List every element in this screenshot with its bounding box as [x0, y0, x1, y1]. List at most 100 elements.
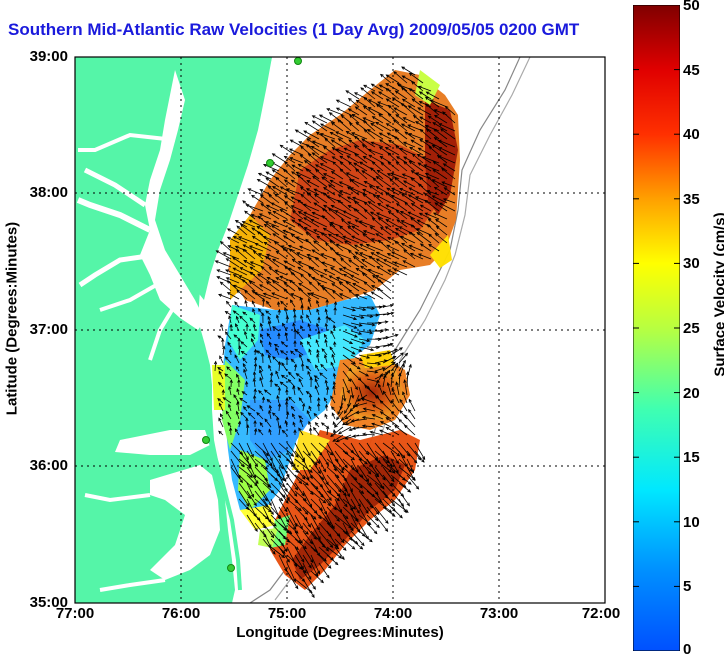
velocity-arrowhead [441, 167, 445, 172]
velocity-arrowhead [297, 287, 302, 292]
velocity-arrow [310, 522, 321, 540]
velocity-arrowhead [375, 233, 380, 237]
velocity-arrow [270, 546, 285, 558]
velocity-arrowhead [362, 117, 367, 121]
velocity-arrow [315, 339, 320, 348]
velocity-arrow [390, 400, 400, 412]
velocity-arrow [401, 103, 416, 116]
velocity-arrowhead [331, 406, 335, 410]
velocity-arrowhead [313, 240, 317, 244]
velocity-arrowhead [297, 266, 302, 270]
velocity-arrow [369, 185, 384, 196]
velocity-arrowhead [341, 556, 345, 561]
velocity-arrowhead [327, 565, 332, 569]
velocity-arrow [336, 99, 352, 108]
velocity-arrowhead [421, 459, 425, 463]
velocity-arrowhead [369, 365, 374, 369]
velocity-arrow [395, 90, 408, 100]
velocity-arrowhead [287, 378, 292, 383]
velocity-arrowhead [333, 341, 337, 345]
colorbar-tick-label: 50 [683, 0, 700, 14]
velocity-arrow [398, 466, 416, 481]
velocity-arrowhead [399, 235, 404, 239]
velocity-arrow [338, 426, 352, 435]
velocity-arrow [372, 414, 384, 420]
velocity-arrow [351, 225, 368, 236]
velocity-arrowhead [283, 282, 288, 286]
velocity-arrow [331, 139, 344, 148]
velocity-arrowhead [303, 160, 308, 164]
velocity-arrow [278, 466, 287, 482]
velocity-arrow [318, 538, 329, 552]
velocity-arrowhead [237, 420, 242, 425]
velocity-arrow [342, 338, 353, 344]
velocity-arrowhead [224, 373, 228, 377]
velocity-arrow [331, 283, 344, 292]
velocity-arrowhead [367, 99, 372, 103]
velocity-arrow [350, 346, 362, 352]
velocity-arrow [308, 298, 312, 308]
velocity-arrow [246, 498, 257, 517]
velocity-arrow [398, 442, 410, 457]
velocity-arrow [302, 554, 312, 569]
velocity-arrow [366, 442, 378, 460]
velocity-arrow [269, 405, 272, 412]
velocity-arrow [408, 88, 424, 100]
velocity-arrow [394, 136, 408, 148]
velocity-arrowhead [311, 594, 315, 599]
velocity-arrow [258, 253, 272, 260]
velocity-arrow [355, 106, 368, 116]
velocity-arrow [379, 84, 392, 92]
velocity-arrowhead [332, 385, 336, 390]
velocity-arrowhead [279, 350, 284, 354]
velocity-arrowhead [375, 251, 380, 255]
velocity-arrowhead [386, 382, 391, 386]
velocity-arrowhead [243, 405, 247, 410]
velocity-arrow [258, 173, 272, 180]
velocity-arrowhead [378, 146, 383, 150]
velocity-arrow [326, 404, 328, 412]
velocity-arrow [275, 269, 288, 276]
velocity-arrow [286, 466, 302, 484]
velocity-arrowhead [313, 202, 318, 206]
velocity-arrow [286, 514, 297, 530]
velocity-arrow [251, 338, 256, 348]
velocity-arrow [270, 442, 281, 458]
velocity-arrow [362, 272, 376, 284]
velocity-arrow [340, 258, 352, 268]
velocity-arrow [275, 347, 280, 356]
velocity-arrow [358, 530, 373, 543]
velocity-arrowhead [365, 478, 370, 483]
velocity-arrow [266, 204, 280, 212]
velocity-arrowhead [429, 99, 434, 103]
velocity-arrowhead [242, 311, 246, 315]
velocity-arrowhead [401, 75, 406, 79]
velocity-arrow [223, 252, 240, 260]
velocity-arrow [353, 208, 368, 220]
velocity-arrowhead [370, 141, 375, 145]
velocity-arrowhead [361, 170, 366, 174]
velocity-arrowhead [381, 485, 385, 490]
velocity-arrowhead [329, 240, 333, 244]
velocity-arrowhead [301, 362, 305, 367]
velocity-arrowhead [408, 72, 413, 76]
velocity-arrow [347, 394, 352, 408]
velocity-arrow [294, 466, 306, 480]
velocity-arrowhead [386, 253, 391, 257]
velocity-arrow [403, 249, 416, 260]
velocity-arrowhead [380, 161, 385, 166]
velocity-arrowhead [417, 107, 422, 111]
velocity-arrowhead [268, 194, 272, 198]
velocity-arrow [286, 442, 299, 458]
velocity-arrow [259, 405, 264, 412]
velocity-arrowhead [222, 345, 226, 350]
velocity-arrow [309, 394, 312, 404]
velocity-arrow [403, 161, 416, 172]
velocity-arrow [272, 356, 280, 364]
velocity-arrow [278, 530, 290, 543]
velocity-arrow [362, 416, 376, 420]
velocity-arrow [220, 324, 224, 332]
velocity-arrowhead [226, 292, 231, 296]
velocity-arrow [251, 290, 264, 300]
velocity-arrow [281, 362, 288, 372]
